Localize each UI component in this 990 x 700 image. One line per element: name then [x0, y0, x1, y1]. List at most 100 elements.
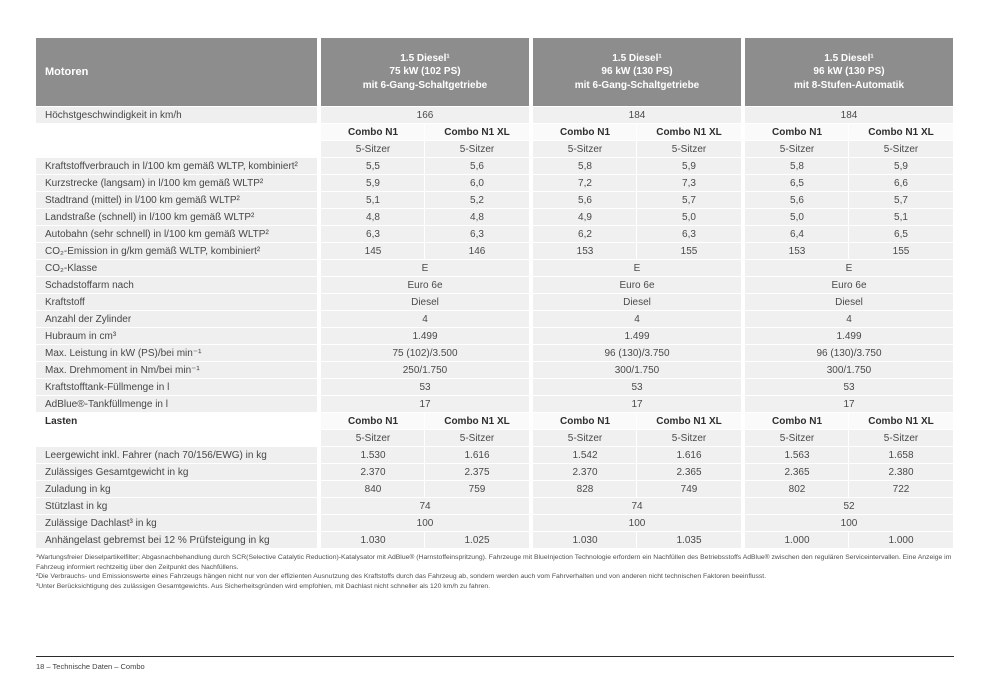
spec-value: 1.658	[849, 447, 953, 463]
engine-gearbox: mit 6-Gang-Schaltgetriebe	[362, 79, 488, 91]
spec-value: 145	[321, 243, 425, 259]
spec-value: 5,0	[637, 209, 741, 225]
spec-value: 53	[321, 379, 529, 395]
spec-value: 5,9	[849, 158, 953, 174]
spec-value: 6,4	[745, 226, 849, 242]
page-footer: 18 – Technische Daten – Combo	[36, 656, 954, 671]
table-row: Stützlast in kg 74 74 52	[36, 498, 953, 514]
spec-value: 1.542	[533, 447, 637, 463]
spec-value: 250/1.750	[321, 362, 529, 378]
spec-value: Diesel	[745, 294, 953, 310]
spec-value: Diesel	[321, 294, 529, 310]
table-row: Stadtrand (mittel) in l/100 km gemäß WLT…	[36, 192, 953, 208]
spec-value: 2.370	[533, 464, 637, 480]
spec-value: 5-Sitzer	[637, 430, 741, 446]
engine-name: 1.5 Diesel¹	[824, 52, 874, 64]
footnote-3: ³Unter Berücksichtigung des zulässigen G…	[36, 582, 491, 590]
spec-label: Kraftstoff	[36, 294, 317, 310]
spec-value: 5,7	[849, 192, 953, 208]
variant-header: Combo N1 XL	[637, 124, 741, 140]
variant-header: Combo N1 XL	[425, 124, 529, 140]
page-footer-text: 18 – Technische Daten – Combo	[36, 662, 145, 671]
spec-label	[36, 124, 317, 140]
spec-label: Lasten	[45, 415, 78, 427]
spec-value: 146	[425, 243, 529, 259]
variant-header: Combo N1 XL	[849, 413, 953, 429]
table-row: Kraftstofftank-Füllmenge in l 53 53 53	[36, 379, 953, 395]
spec-label	[36, 430, 317, 446]
brochure-page: Motoren 1.5 Diesel¹ 75 kW (102 PS) mit 6…	[36, 38, 953, 591]
table-row: Lasten Combo N1 Combo N1 XL Combo N1 Combo N…	[36, 413, 953, 429]
spec-value: 1.035	[637, 532, 741, 548]
spec-value: 749	[637, 481, 741, 497]
table-row: Kraftstoffverbrauch in l/100 km gemäß WL…	[36, 158, 953, 174]
spec-label: Stützlast in kg	[36, 498, 317, 514]
table-row: Anzahl der Zylinder 4 4 4	[36, 311, 953, 327]
table-header-row: Motoren 1.5 Diesel¹ 75 kW (102 PS) mit 6…	[36, 38, 953, 106]
spec-value: 5,6	[745, 192, 849, 208]
spec-value: 722	[849, 481, 953, 497]
table-row: AdBlue®-Tankfüllmenge in l 17 17 17	[36, 396, 953, 412]
variant-header: Combo N1	[745, 124, 849, 140]
engine-name: 1.5 Diesel¹	[612, 52, 662, 64]
footnote-2: ²Die Verbrauchs- und Emissionswerte eine…	[36, 573, 767, 581]
spec-value: 17	[321, 396, 529, 412]
spec-label: CO₂-Klasse	[36, 260, 317, 276]
table-row: CO₂-Emission in g/km gemäß WLTP, kombini…	[36, 243, 953, 259]
table-row: 5-Sitzer 5-Sitzer 5-Sitzer 5-Sitzer 5-Sitzer…	[36, 141, 953, 157]
spec-value: 5,5	[321, 158, 425, 174]
spec-value: 300/1.750	[745, 362, 953, 378]
engine-gearbox: mit 8-Stufen-Automatik	[794, 79, 904, 91]
spec-value: 5-Sitzer	[425, 430, 529, 446]
spec-label: Hubraum in cm³	[36, 328, 317, 344]
variant-header: Combo N1	[321, 124, 425, 140]
spec-value: 1.499	[533, 328, 741, 344]
spec-label: Zuladung in kg	[36, 481, 317, 497]
spec-value: 7,2	[533, 175, 637, 191]
spec-value: 96 (130)/3.750	[745, 345, 953, 361]
spec-value: 5,1	[849, 209, 953, 225]
spec-value: Diesel	[533, 294, 741, 310]
table-row: Anhängelast gebremst bei 12 % Prüfsteigu…	[36, 532, 953, 548]
table-row: 5-Sitzer 5-Sitzer 5-Sitzer 5-Sitzer 5-Sitzer…	[36, 430, 953, 446]
variant-header: Combo N1	[533, 413, 637, 429]
spec-value: 96 (130)/3.750	[533, 345, 741, 361]
spec-value: 4,9	[533, 209, 637, 225]
table-body: Höchstgeschwindigkeit in km/h 166 184 184 Co…	[36, 107, 953, 548]
spec-value: 6,5	[745, 175, 849, 191]
spec-value: 184	[745, 107, 953, 123]
spec-value: 1.030	[321, 532, 425, 548]
spec-value: 5-Sitzer	[745, 141, 849, 157]
spec-value: 5,2	[425, 192, 529, 208]
spec-label: Zulässige Dachlast³ in kg	[36, 515, 317, 531]
spec-label: Leergewicht inkl. Fahrer (nach 70/156/EW…	[36, 447, 317, 463]
spec-value: 5,8	[745, 158, 849, 174]
spec-value: 5-Sitzer	[425, 141, 529, 157]
table-row: Zulässiges Gesamtgewicht in kg 2.370 2.375…	[36, 464, 953, 480]
spec-value: 300/1.750	[533, 362, 741, 378]
spec-value: 1.563	[745, 447, 849, 463]
spec-value: 6,2	[533, 226, 637, 242]
spec-value: 4	[321, 311, 529, 327]
spec-value: Euro 6e	[745, 277, 953, 293]
spec-label: Max. Drehmoment in Nm/bei min⁻¹	[36, 362, 317, 378]
spec-value: 5-Sitzer	[849, 141, 953, 157]
spec-value: 5-Sitzer	[637, 141, 741, 157]
spec-value: 1.000	[745, 532, 849, 548]
spec-value: 6,3	[425, 226, 529, 242]
spec-value: 100	[533, 515, 741, 531]
variant-header: Combo N1	[533, 124, 637, 140]
spec-value: 4	[533, 311, 741, 327]
spec-value: 5,6	[533, 192, 637, 208]
spec-label: Zulässiges Gesamtgewicht in kg	[36, 464, 317, 480]
engine-column-header-1: 1.5 Diesel¹ 75 kW (102 PS) mit 6-Gang-Sc…	[321, 38, 529, 106]
engine-power: 75 kW (102 PS)	[389, 66, 461, 78]
spec-value: 2.370	[321, 464, 425, 480]
spec-value: 5,9	[321, 175, 425, 191]
table-row: Leergewicht inkl. Fahrer (nach 70/156/EW…	[36, 447, 953, 463]
table-row: Zulässige Dachlast³ in kg 100 100 100	[36, 515, 953, 531]
spec-value: 5-Sitzer	[321, 141, 425, 157]
engine-power: 96 kW (130 PS)	[813, 66, 885, 78]
spec-value: 153	[533, 243, 637, 259]
spec-value: 17	[745, 396, 953, 412]
